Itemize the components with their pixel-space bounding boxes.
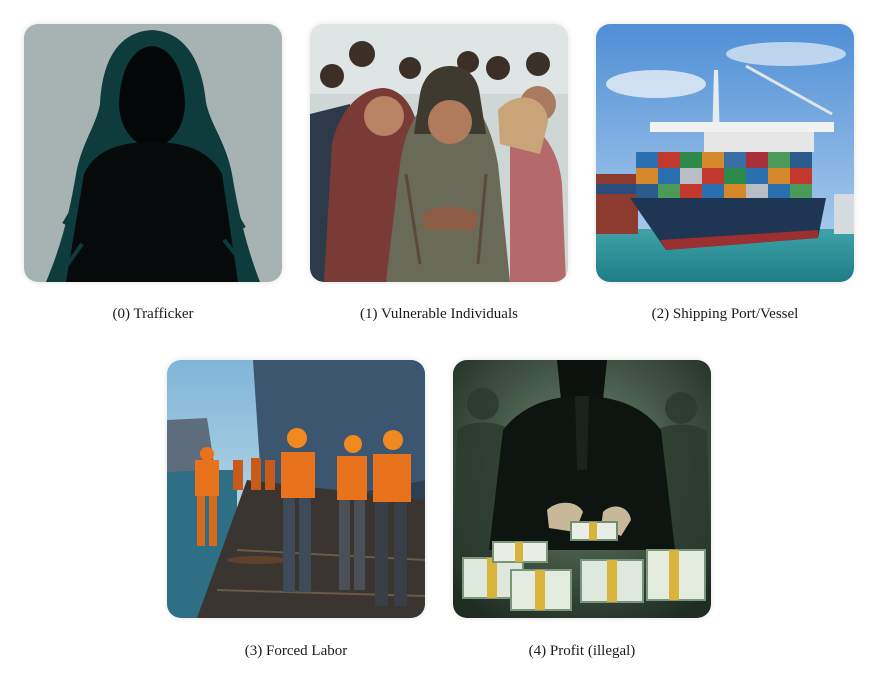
panel-forced-labor: [167, 360, 425, 618]
caption-trafficker: (0) Trafficker: [112, 306, 194, 322]
crowd-icon: [310, 24, 568, 282]
caption-profit: (4) Profit (illegal): [528, 643, 636, 659]
hooded-figure-icon: [24, 24, 282, 282]
panel-trafficker: [24, 24, 282, 282]
panel-shipping-port: [596, 24, 854, 282]
cash-stacks-icon: [453, 360, 711, 618]
cargo-ship-icon: [596, 24, 854, 282]
dock-workers-icon: [167, 360, 425, 618]
caption-vulnerable-individuals: (1) Vulnerable Individuals: [360, 306, 518, 322]
panel-vulnerable-individuals: [310, 24, 568, 282]
caption-shipping-port: (2) Shipping Port/Vessel: [651, 306, 799, 322]
panel-profit: [453, 360, 711, 618]
caption-forced-labor: (3) Forced Labor: [244, 643, 348, 659]
